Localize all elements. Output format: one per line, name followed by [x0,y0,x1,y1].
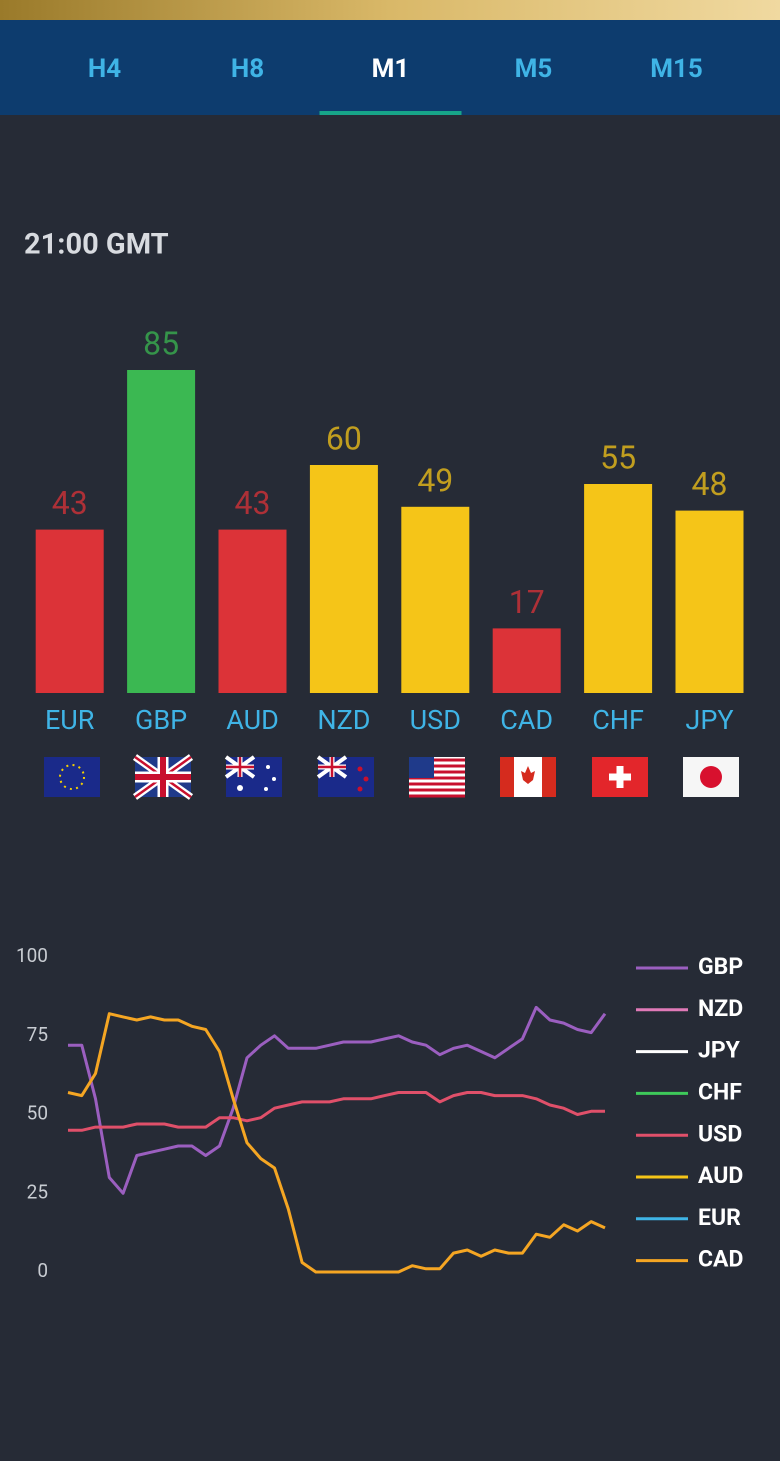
flag-nzd [316,755,374,797]
tab[interactable]: H4 [88,54,121,84]
series-line [68,1091,605,1132]
flag-usd [409,757,465,798]
bar-value: 85 [143,324,179,362]
tab[interactable]: M1 [372,54,410,84]
legend-label: GBP [698,953,743,980]
tab-bar [0,20,780,115]
currency-label: USD [410,704,461,736]
flag-aud [224,755,282,797]
bar-value: 60 [326,419,362,457]
legend-label: EUR [698,1204,741,1231]
currency-label: EUR [45,704,95,736]
bar-value: 17 [509,583,545,621]
y-tick-label: 100 [16,944,48,967]
bar [309,465,378,693]
bar-value: 43 [52,484,88,522]
bar-value: 43 [235,484,271,522]
y-tick-label: 0 [37,1259,48,1282]
y-tick-label: 50 [27,1102,48,1125]
bar [492,628,561,693]
series-line [67,1012,606,1274]
top-strip [0,0,780,20]
flag-gbp [132,754,194,800]
bar-value: 48 [692,465,728,503]
y-tick-label: 25 [27,1180,48,1203]
bar [218,529,287,693]
legend-label: NZD [698,995,743,1022]
legend-label: CHF [698,1078,742,1105]
legend-label: AUD [698,1162,743,1189]
bar [35,529,104,693]
currency-label: CHF [592,704,644,736]
currency-label: CAD [500,704,553,736]
bar-value: 55 [600,438,636,476]
bar-value: 49 [417,461,453,499]
tab-indicator [319,111,462,115]
flag-eur [44,757,100,797]
tab[interactable]: M5 [515,54,553,84]
time-label: 21:00 GMT [24,228,169,262]
y-tick-label: 75 [27,1023,48,1046]
currency-label: GBP [135,704,187,736]
currency-label: AUD [226,704,279,736]
currency-label: NZD [317,704,370,736]
series-line [68,1005,607,1195]
flag-chf [592,757,648,797]
tab[interactable]: H8 [231,54,264,84]
legend-label: JPY [698,1037,741,1064]
bar [127,370,196,693]
flag-cad [500,757,556,797]
flag-jpy [683,757,739,797]
legend-label: CAD [698,1246,743,1273]
bar [401,506,470,693]
currency-label: JPY [685,704,733,736]
tab[interactable]: M15 [650,54,703,84]
legend-label: USD [698,1120,742,1147]
bar [675,510,744,693]
bar [584,484,653,693]
